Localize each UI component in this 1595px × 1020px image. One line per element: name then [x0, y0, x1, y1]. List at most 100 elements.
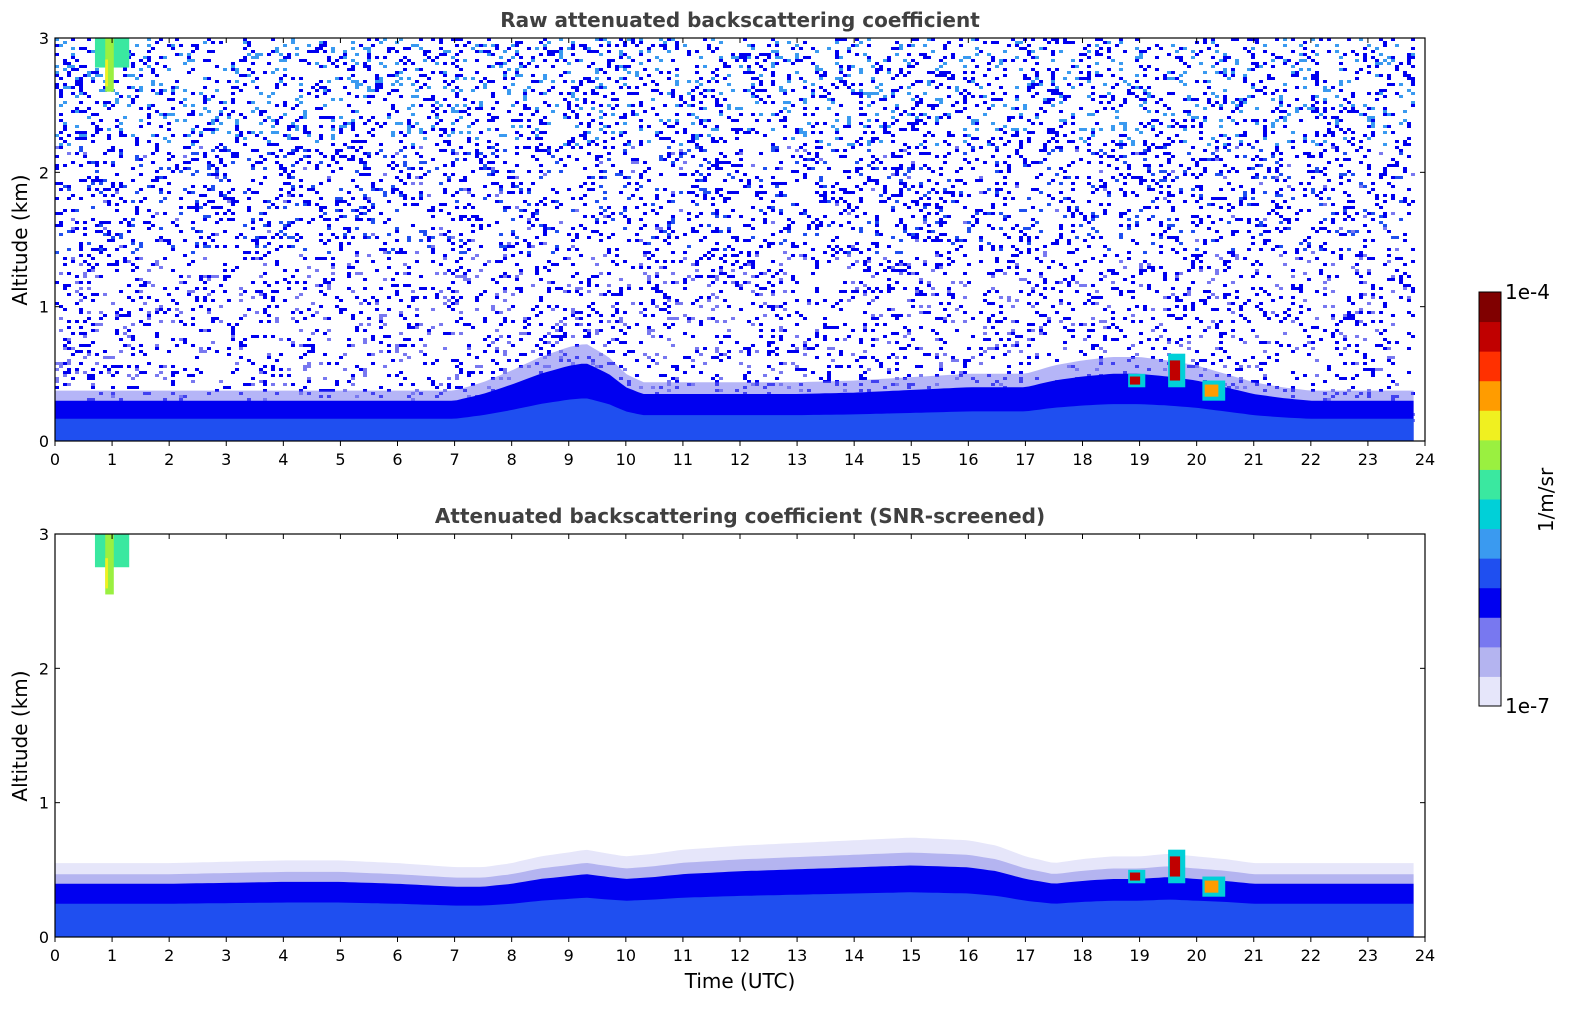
return-core	[1129, 376, 1141, 385]
x-tick-label: 4	[278, 946, 288, 965]
colorbar-min-label: 1e-7	[1505, 694, 1550, 718]
x-axis: 0 1 2 3 4 5 6 7 8 9 10 11 12 13 14 15 16 17 18 19 20 21 22 23 24	[50, 534, 1435, 965]
x-tick-label: 4	[278, 450, 288, 469]
colorbar-segment	[1479, 380, 1501, 411]
y-axis-label: Altitude (km)	[8, 174, 32, 305]
noise-speckle	[55, 38, 1415, 441]
x-tick-label: 18	[1072, 450, 1092, 469]
x-tick-label: 17	[1015, 450, 1035, 469]
layer-band	[55, 398, 1414, 441]
x-tick-label: 0	[50, 450, 60, 469]
y-tick-label: 2	[39, 163, 49, 182]
x-tick-label: 16	[958, 450, 978, 469]
panel-title: Raw attenuated backscattering coefficien…	[500, 8, 980, 32]
colorbar-segment	[1479, 439, 1501, 470]
x-tick-label: 0	[50, 946, 60, 965]
x-tick-label: 9	[564, 450, 574, 469]
y-tick-label: 0	[39, 928, 49, 947]
x-tick-label: 24	[1415, 450, 1435, 469]
colorbar-max-label: 1e-4	[1505, 280, 1550, 304]
return-core	[1129, 872, 1141, 881]
x-tick-label: 5	[335, 450, 345, 469]
x-tick-label: 6	[392, 450, 402, 469]
x-axis: 0 1 2 3 4 5 6 7 8 9 10 11 12 13 14 15 16 17 18 19 20 21 22 23 24	[50, 38, 1435, 469]
colorbar-segment	[1479, 617, 1501, 648]
strong-return-feature	[1168, 353, 1186, 388]
x-tick-label: 8	[507, 946, 517, 965]
colorbar: 1e-4 1e-7 1/m/sr	[1478, 280, 1558, 718]
strong-return-feature	[1168, 849, 1186, 884]
colorbar-frame	[1478, 291, 1502, 707]
x-tick-label: 21	[1244, 450, 1264, 469]
cirrus-cell	[105, 534, 114, 595]
x-tick-label: 2	[164, 450, 174, 469]
x-tick-label: 15	[901, 946, 921, 965]
x-tick-label: 14	[844, 946, 864, 965]
y-axis: 0 1 2 3	[39, 525, 1425, 947]
heatmap-field	[55, 534, 1414, 937]
colorbar-segment	[1479, 321, 1501, 352]
x-tick-label: 22	[1301, 450, 1321, 469]
x-tick-label: 10	[616, 450, 636, 469]
y-tick-label: 1	[39, 298, 49, 317]
colorbar-unit-label: 1/m/sr	[1534, 467, 1558, 532]
x-tick-label: 21	[1244, 946, 1264, 965]
x-tick-label: 7	[449, 946, 459, 965]
x-tick-label: 17	[1015, 946, 1035, 965]
x-tick-label: 3	[221, 450, 231, 469]
boundary-layer	[55, 344, 1414, 441]
y-tick-label: 3	[39, 525, 49, 544]
colorbar-segment	[1479, 676, 1501, 707]
cirrus-cell	[105, 558, 108, 589]
colorbar-segment	[1479, 499, 1501, 530]
boundary-layer	[55, 837, 1414, 937]
layer-band	[55, 892, 1414, 937]
x-tick-label: 19	[1129, 946, 1149, 965]
x-tick-label: 11	[673, 946, 693, 965]
panel-raw: Raw attenuated backscattering coefficien…	[8, 8, 1435, 469]
y-tick-label: 2	[39, 659, 49, 678]
colorbar-segment	[1479, 587, 1501, 618]
x-tick-label: 23	[1358, 946, 1378, 965]
colorbar-segment	[1479, 558, 1501, 589]
x-tick-label: 24	[1415, 946, 1435, 965]
y-axis: 0 1 2 3	[39, 29, 1425, 451]
strong-return-feature	[1128, 869, 1146, 884]
panel-screened: Attenuated backscattering coefficient (S…	[8, 504, 1435, 993]
cirrus-feature	[94, 38, 130, 92]
x-tick-label: 2	[164, 946, 174, 965]
cirrus-cell	[105, 59, 108, 87]
x-tick-label: 18	[1072, 946, 1092, 965]
return-core	[1169, 360, 1181, 381]
x-tick-label: 20	[1186, 450, 1206, 469]
x-tick-label: 19	[1129, 450, 1149, 469]
x-tick-label: 13	[787, 450, 807, 469]
cirrus-feature	[94, 534, 130, 595]
y-tick-label: 3	[39, 29, 49, 48]
colorbar-segment	[1479, 646, 1501, 677]
colorbar-segment	[1479, 528, 1501, 559]
y-tick-label: 1	[39, 794, 49, 813]
x-tick-label: 8	[507, 450, 517, 469]
x-tick-label: 14	[844, 450, 864, 469]
x-tick-label: 5	[335, 946, 345, 965]
cirrus-cell	[105, 38, 114, 92]
strong-return-feature	[1202, 380, 1226, 401]
x-tick-label: 6	[392, 946, 402, 965]
colorbar-segment	[1479, 410, 1501, 441]
strong-return-feature	[1202, 876, 1226, 897]
x-tick-label: 22	[1301, 946, 1321, 965]
colorbar-segment	[1479, 469, 1501, 500]
y-tick-label: 0	[39, 432, 49, 451]
x-tick-label: 12	[730, 946, 750, 965]
y-axis-label: Altitude (km)	[8, 670, 32, 801]
x-axis-label: Time (UTC)	[684, 969, 796, 993]
x-tick-label: 12	[730, 450, 750, 469]
x-tick-label: 23	[1358, 450, 1378, 469]
x-tick-label: 3	[221, 946, 231, 965]
x-tick-label: 1	[107, 450, 117, 469]
x-tick-label: 15	[901, 450, 921, 469]
x-tick-label: 7	[449, 450, 459, 469]
colorbar-segment	[1479, 351, 1501, 382]
